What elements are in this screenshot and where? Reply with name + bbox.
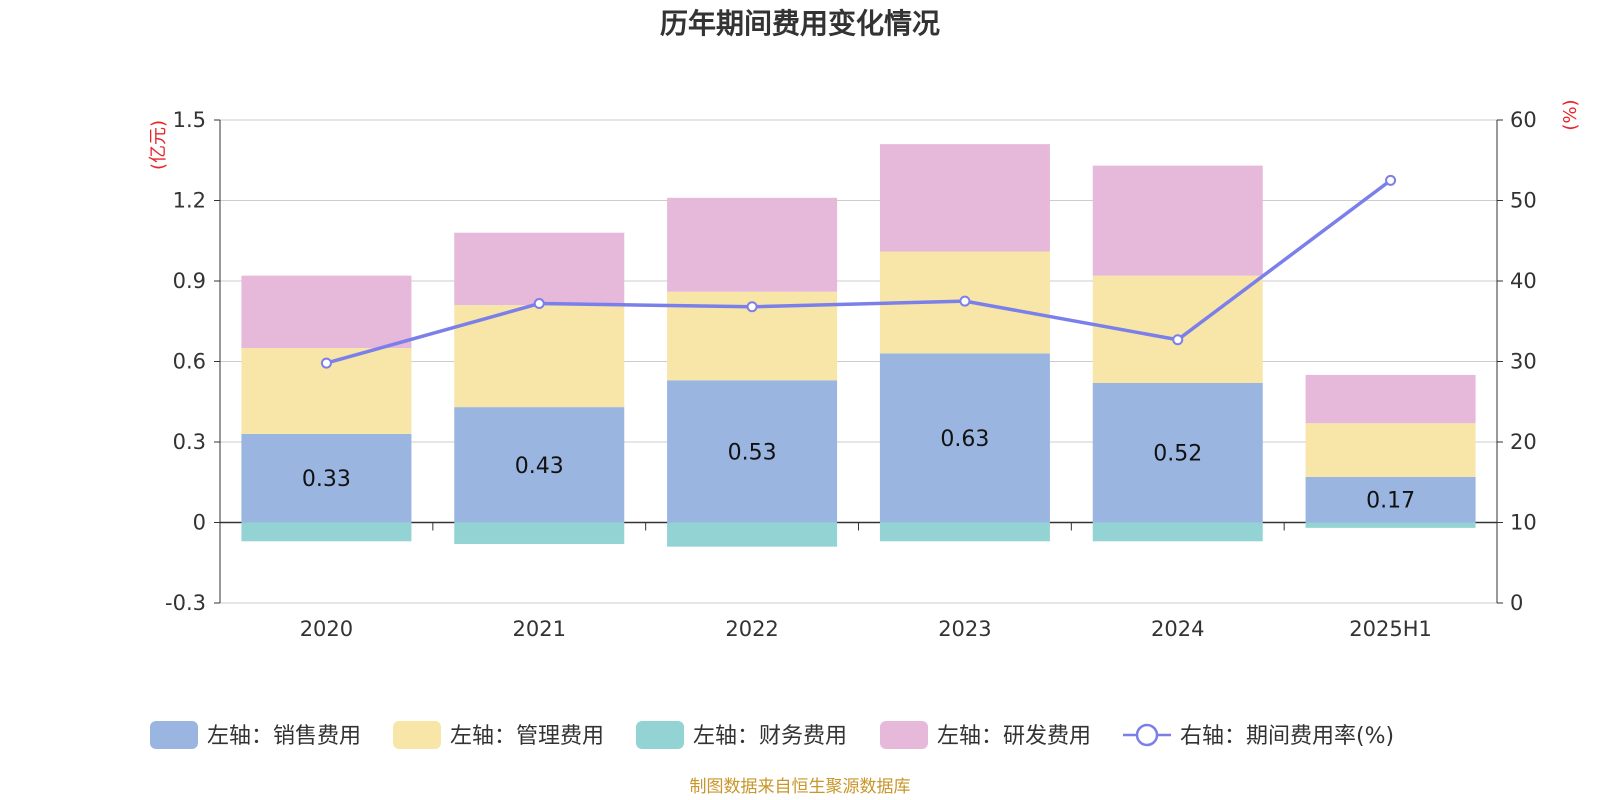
legend-swatch-3 bbox=[636, 721, 684, 749]
bar-sales-2022 bbox=[667, 380, 838, 523]
data-label-sales-2025H1: 0.17 bbox=[1366, 489, 1415, 514]
x-axis-tick-label: 2021 bbox=[513, 617, 566, 641]
x-axis-tick-label: 2024 bbox=[1151, 617, 1204, 641]
bar-admin-2021 bbox=[454, 305, 625, 408]
right-axis-tick-label: 0 bbox=[1510, 591, 1523, 615]
data-label-sales-2023: 0.63 bbox=[940, 427, 989, 452]
legend-swatch-4 bbox=[880, 721, 928, 749]
x-axis-tick-label: 2023 bbox=[938, 617, 991, 641]
data-label-sales-2020: 0.33 bbox=[302, 467, 351, 492]
rate-point-2025H1 bbox=[1385, 174, 1397, 186]
axes: 1.5 1.2 0.9 0.6 0.3 0 -0.3 60 50 40 30 20 10 0 2020 202… bbox=[165, 108, 1537, 641]
rate-line bbox=[320, 174, 1397, 369]
x-axis-tick-label: 2020 bbox=[300, 617, 353, 641]
bar-finance-2021 bbox=[454, 522, 625, 544]
bar-finance-2020 bbox=[241, 522, 412, 542]
right-axis-unit: (%) bbox=[1560, 99, 1581, 130]
right-axis-tick-label: 10 bbox=[1510, 511, 1537, 535]
bars bbox=[241, 144, 1476, 547]
legend-label-3: 左轴：财务费用 bbox=[693, 724, 847, 749]
rate-point-2022 bbox=[746, 301, 758, 313]
x-axis-tick-label: 2025H1 bbox=[1349, 617, 1432, 641]
source-note: 制图数据来自恒生聚源数据库 bbox=[690, 777, 911, 797]
rate-line-path bbox=[325, 178, 1392, 365]
left-axis-tick-label: 0.9 bbox=[173, 269, 206, 293]
rate-point-2020 bbox=[320, 357, 332, 369]
legend-label-5: 右轴：期间费用率(%) bbox=[1180, 724, 1394, 749]
right-axis-tick-label: 20 bbox=[1510, 430, 1537, 454]
bar-finance-2023 bbox=[879, 522, 1050, 542]
chart-title: 历年期间费用变化情况 bbox=[660, 7, 940, 40]
right-axis-tick-label: 50 bbox=[1510, 189, 1537, 213]
right-axis-tick-label: 40 bbox=[1510, 269, 1537, 293]
x-axis-tick-label: 2022 bbox=[725, 617, 778, 641]
legend-circle-swatch bbox=[1135, 723, 1159, 747]
rate-point-2021 bbox=[533, 298, 545, 310]
right-axis-tick-label: 30 bbox=[1510, 350, 1537, 374]
bar-finance-2022 bbox=[667, 522, 838, 547]
legend-swatch-1 bbox=[150, 721, 198, 749]
left-axis-tick-label: 1.2 bbox=[173, 189, 206, 213]
left-axis-tick-label: 0 bbox=[193, 511, 206, 535]
left-axis-unit: (亿元) bbox=[148, 120, 169, 170]
right-axis-tick-label: 60 bbox=[1510, 108, 1537, 132]
bar-finance-2025H1 bbox=[1305, 522, 1476, 528]
data-label-sales-2021: 0.43 bbox=[515, 454, 564, 479]
legend-swatch-2 bbox=[393, 721, 441, 749]
bar-rnd-2021 bbox=[454, 232, 625, 306]
bar-sales-2025H1 bbox=[1305, 476, 1476, 523]
grid bbox=[220, 119, 1497, 604]
bar-finance-2024 bbox=[1092, 522, 1263, 542]
legend-label-4: 左轴：研发费用 bbox=[937, 724, 1091, 749]
legend-label-2: 左轴：管理费用 bbox=[450, 724, 604, 749]
bar-rnd-2023 bbox=[879, 144, 1050, 252]
rate-point-2024 bbox=[1172, 334, 1184, 346]
left-axis-tick-label: -0.3 bbox=[165, 591, 206, 615]
left-axis-tick-label: 0.6 bbox=[173, 350, 206, 374]
rate-point-2023 bbox=[959, 295, 971, 307]
bar-sales-2021 bbox=[454, 407, 625, 523]
data-label-sales-2022: 0.53 bbox=[728, 440, 777, 465]
bar-sales-2023 bbox=[879, 353, 1050, 523]
data-labels: 0.33 0.43 0.53 0.63 0.52 0.17 bbox=[302, 427, 1415, 514]
legend-label-1: 左轴：销售费用 bbox=[207, 724, 361, 749]
legend: 左轴：销售费用 左轴：管理费用 左轴：财务费用 左轴：研发费用 右轴：期间费用率(%) bbox=[150, 721, 1394, 749]
bar-rnd-2025H1 bbox=[1305, 374, 1476, 424]
bar-sales-2020 bbox=[241, 433, 412, 523]
data-label-sales-2024: 0.52 bbox=[1153, 442, 1202, 467]
bar-sales-2024 bbox=[1092, 382, 1263, 523]
left-axis-tick-label: 0.3 bbox=[173, 430, 206, 454]
left-axis-tick-label: 1.5 bbox=[173, 108, 206, 132]
bar-rnd-2024 bbox=[1092, 165, 1263, 276]
bar-rnd-2022 bbox=[667, 197, 838, 292]
bar-admin-2025H1 bbox=[1305, 423, 1476, 477]
bar-rnd-2020 bbox=[241, 275, 412, 349]
